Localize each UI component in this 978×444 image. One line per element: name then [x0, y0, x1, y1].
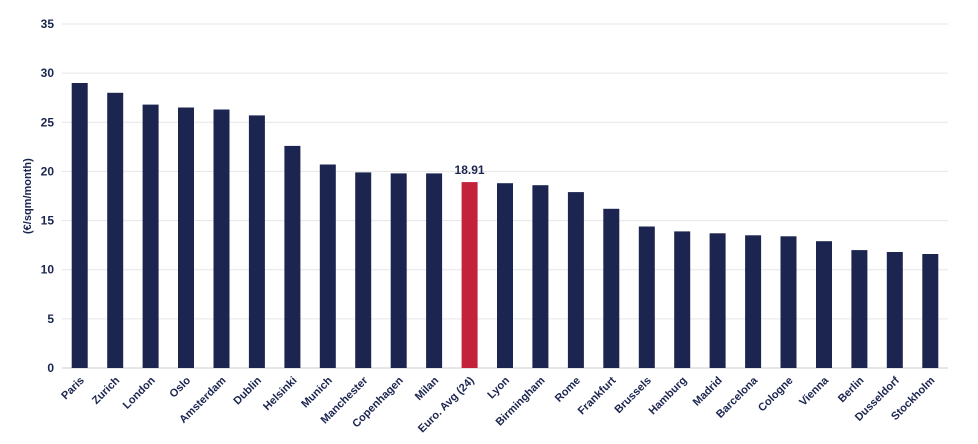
bar: [851, 250, 868, 368]
bar: [603, 208, 620, 368]
x-tick-label: Oslo: [167, 374, 193, 400]
bar: [709, 233, 726, 368]
bar: [780, 236, 797, 368]
x-tick-label: Dublin: [231, 374, 264, 407]
x-tick-label: Paris: [59, 375, 87, 403]
x-tick-label: Rome: [553, 375, 583, 405]
x-tick-label: Lyon: [485, 374, 512, 401]
bar: [107, 92, 124, 369]
bar: [886, 252, 903, 368]
bar: [248, 115, 265, 369]
x-tick-label: Vienna: [797, 374, 831, 408]
bar: [284, 145, 301, 368]
y-tick-label: 15: [41, 214, 55, 228]
bar: [532, 185, 549, 368]
y-tick-label: 20: [41, 164, 55, 178]
bar: [426, 173, 443, 368]
x-tick-label: Madrid: [691, 375, 725, 409]
x-tick-label: Munich: [299, 374, 335, 410]
y-tick-label: 25: [41, 115, 55, 129]
y-tick-label: 10: [41, 263, 55, 277]
bar: [638, 226, 655, 368]
bar: [922, 254, 939, 368]
y-axis-label: (€/sqm/month): [22, 158, 34, 234]
x-tick-label: London: [121, 374, 158, 411]
x-tick-label: Helsinki: [261, 375, 299, 413]
bar: [816, 241, 832, 368]
bar: [319, 164, 336, 368]
bar: [567, 192, 584, 368]
y-tick-label: 35: [41, 17, 55, 31]
bar: [355, 172, 372, 368]
x-tick-label: Hamburg: [647, 375, 690, 418]
x-tick-label: Milan: [413, 374, 442, 403]
bar: [71, 83, 88, 368]
y-tick-label: 0: [47, 361, 54, 375]
bar: [745, 235, 762, 368]
bar-highlight: [461, 182, 478, 368]
bar: [178, 107, 194, 368]
bar: [390, 173, 407, 368]
bar: [497, 183, 513, 368]
y-tick-label: 5: [47, 312, 54, 326]
y-tick-label: 30: [41, 66, 55, 80]
x-tick-label: Cologne: [756, 375, 796, 415]
x-tick-label: Berlin: [836, 374, 867, 405]
bar: [142, 104, 159, 368]
bar: [213, 109, 230, 368]
data-label: 18.91: [455, 163, 485, 177]
x-tick-label: Zurich: [90, 374, 122, 406]
bar: [674, 231, 691, 368]
x-tick-label: Frankfurt: [576, 374, 619, 417]
